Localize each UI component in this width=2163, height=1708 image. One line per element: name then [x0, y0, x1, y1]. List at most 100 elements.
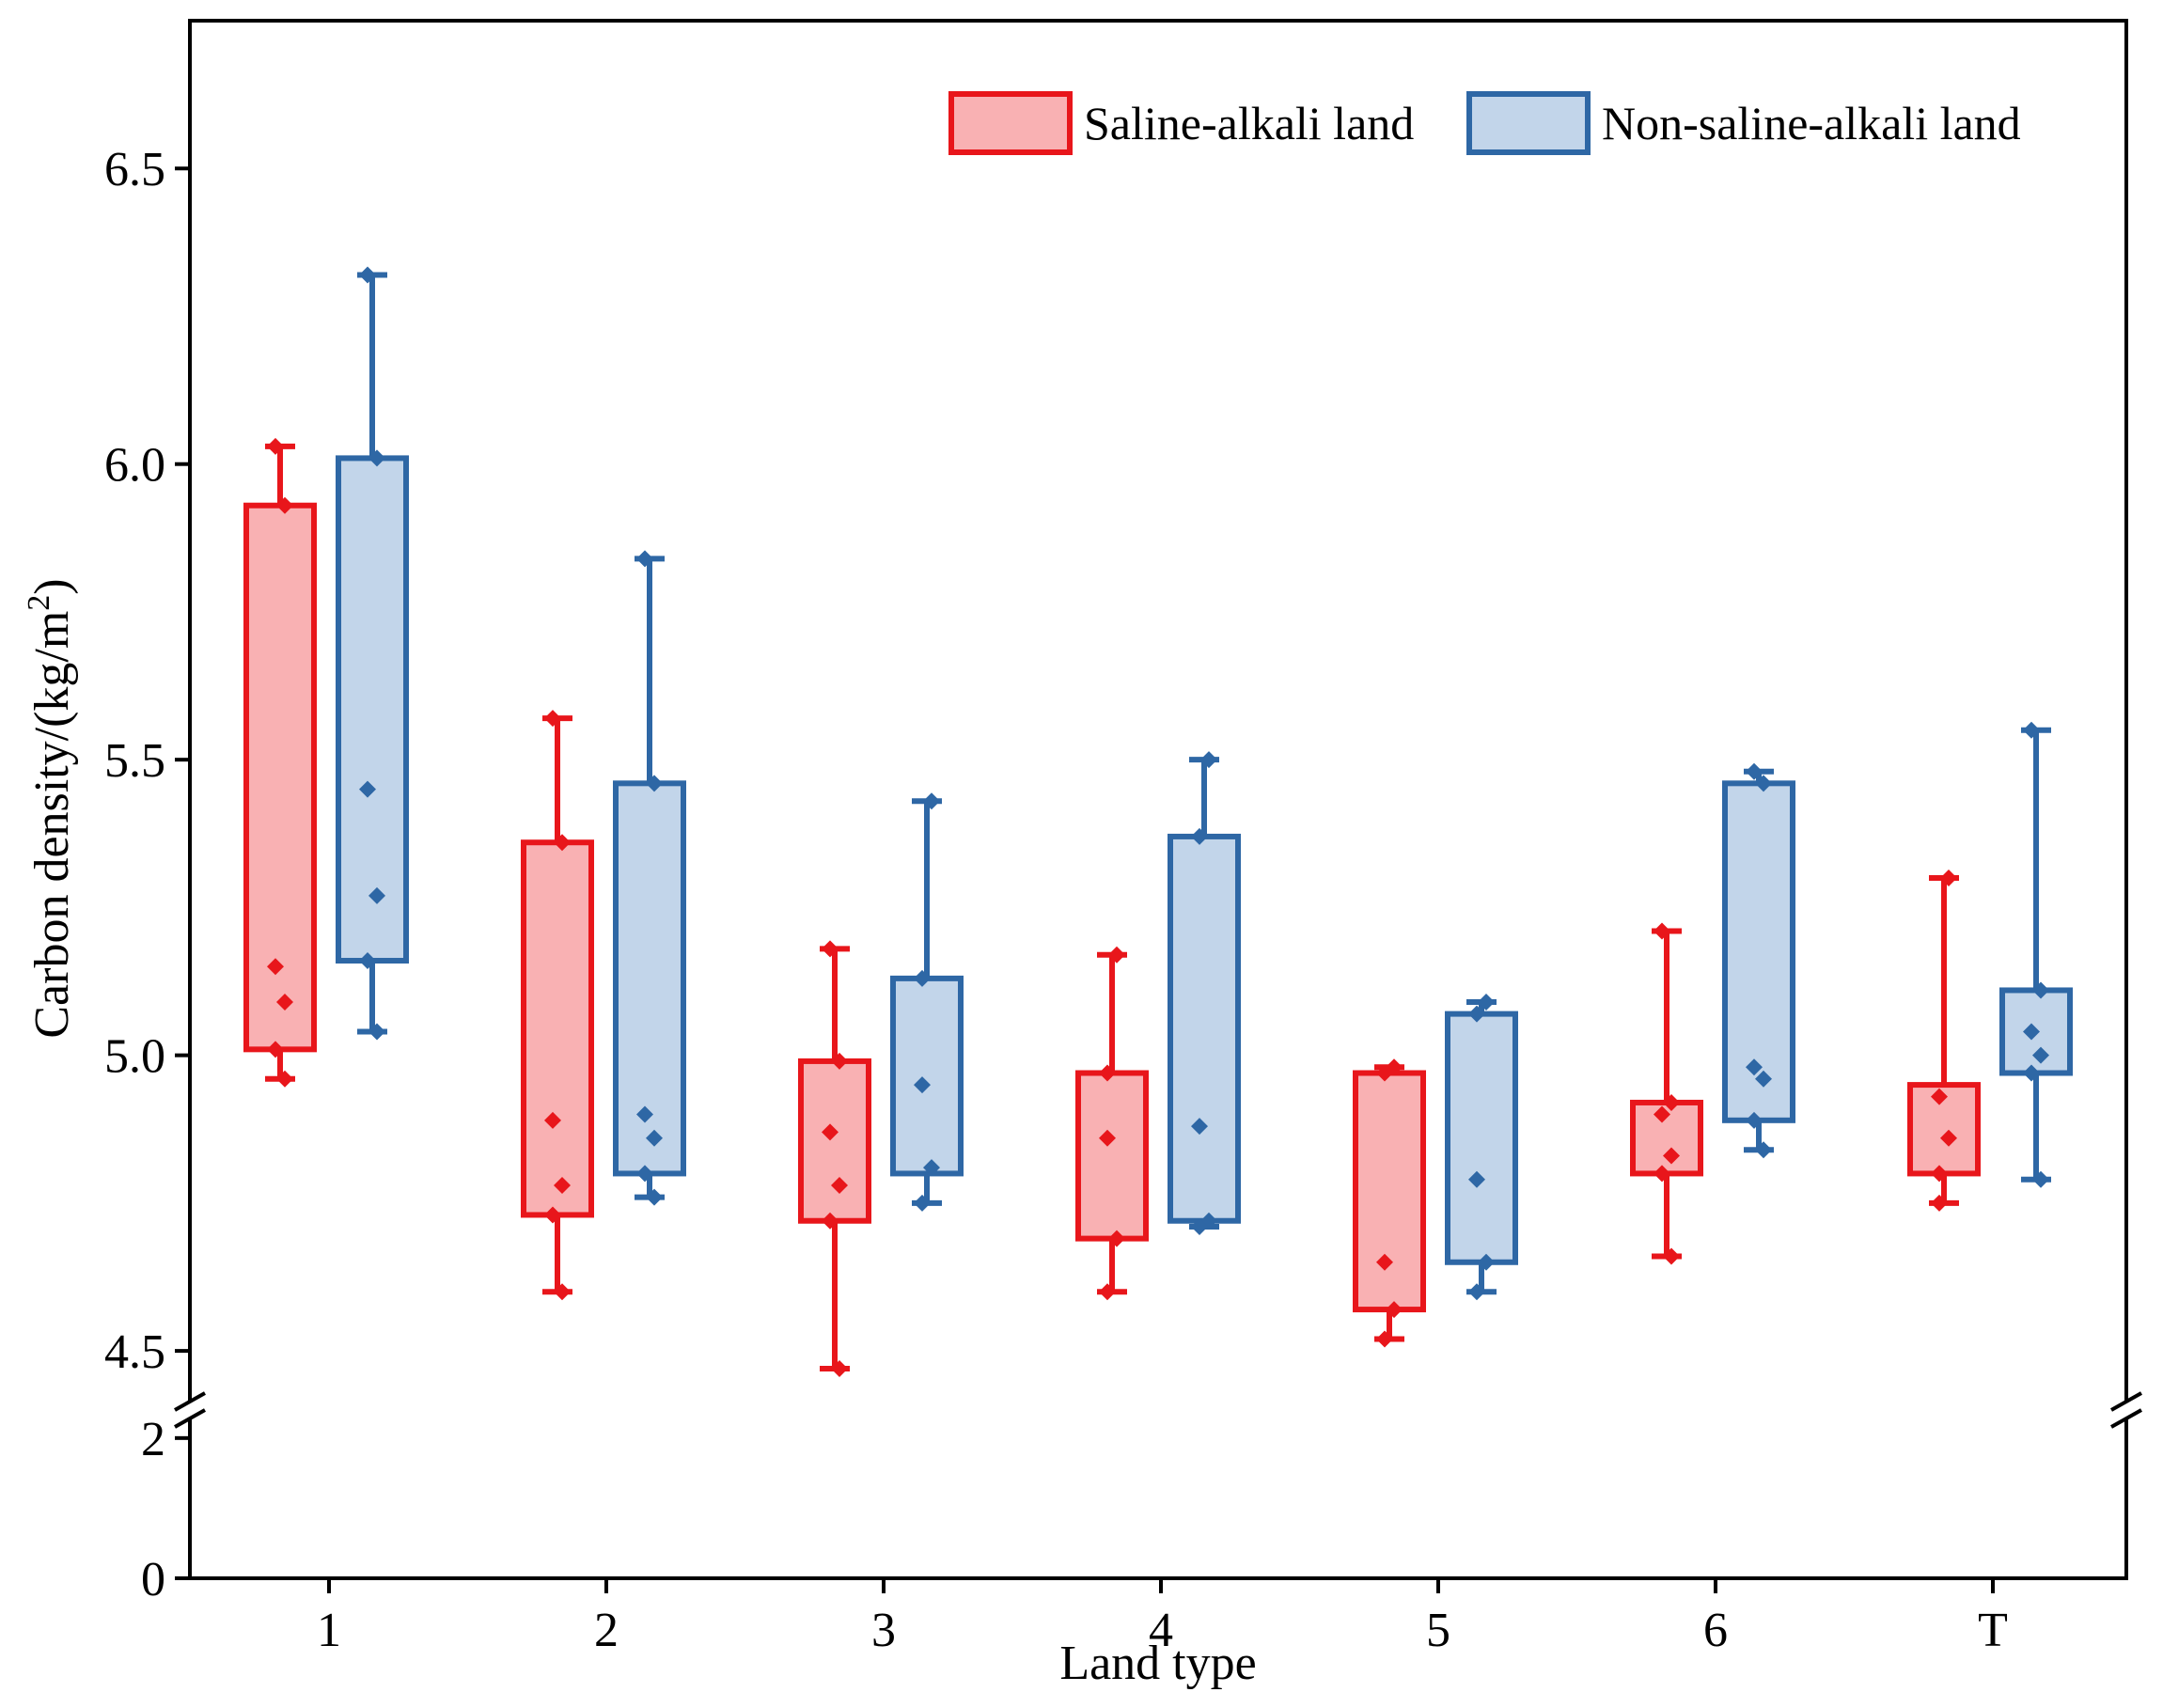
data-point	[1468, 1005, 1485, 1023]
axis-break-mark-left-1	[174, 1391, 206, 1412]
data-point	[636, 550, 653, 568]
data-point	[1468, 1283, 1485, 1301]
legend-swatch-saline-border	[948, 91, 1073, 155]
data-point	[1654, 1105, 1670, 1123]
data-point	[1755, 775, 1772, 792]
x-tick-label: 1	[317, 1604, 341, 1657]
data-point	[1191, 1218, 1208, 1236]
data-point	[923, 1159, 940, 1177]
data-point	[1468, 1170, 1485, 1188]
data-point	[914, 1076, 931, 1094]
x-tick-label: 5	[1426, 1604, 1450, 1657]
data-point	[822, 1123, 839, 1141]
data-point	[831, 1177, 848, 1195]
data-point	[1931, 1194, 1948, 1212]
data-point	[1663, 1093, 1680, 1111]
data-point	[554, 1283, 571, 1301]
x-tick-label: 2	[594, 1604, 619, 1657]
legend-swatch-non-saline	[1469, 94, 1588, 152]
data-point	[1478, 994, 1495, 1011]
data-point	[1108, 946, 1125, 964]
x-tick-label: 6	[1703, 1604, 1728, 1657]
legend-swatch-saline	[951, 94, 1070, 152]
data-point	[636, 1105, 653, 1123]
box-iqr	[1445, 1011, 1518, 1265]
data-point	[1386, 1301, 1403, 1319]
x-tick-label: T	[1978, 1604, 2008, 1657]
data-point	[1940, 869, 1957, 886]
y-axis-title: Carbon density/(kg/m2)	[22, 578, 79, 1038]
box-iqr	[1075, 1070, 1149, 1242]
box-group	[890, 792, 964, 1212]
data-point	[1386, 1058, 1403, 1076]
box-group	[798, 940, 871, 1377]
y-tick-label: 0	[141, 1553, 165, 1606]
data-point	[267, 1041, 284, 1058]
data-point	[822, 940, 839, 958]
legend-label-saline: Saline-alkali land	[1084, 97, 1414, 149]
box-group	[1630, 922, 1703, 1265]
axis-break-mark-left-2	[174, 1408, 206, 1429]
data-point	[359, 952, 376, 970]
data-point	[2023, 721, 2040, 739]
x-tick-label: 4	[1149, 1604, 1173, 1657]
y-tick-label: 5.5	[104, 734, 165, 788]
data-point	[554, 1177, 571, 1195]
data-point	[267, 437, 284, 455]
box-iqr	[336, 455, 409, 964]
data-point	[2032, 1170, 2049, 1188]
data-point	[544, 1111, 561, 1129]
y-axis-title-main: Carbon density/(kg/m	[25, 611, 79, 1039]
y-axis-title-suffix: )	[25, 578, 79, 594]
box-group	[1075, 946, 1149, 1301]
data-point	[831, 1359, 848, 1377]
box-group	[243, 437, 317, 1088]
data-point	[276, 1070, 293, 1088]
box-iqr	[521, 839, 594, 1218]
data-point	[554, 834, 571, 852]
data-point	[1191, 827, 1208, 845]
data-point	[368, 1023, 385, 1041]
data-point	[1663, 1147, 1680, 1165]
data-point	[914, 1194, 931, 1212]
legend-swatch-non-saline-border	[1466, 91, 1591, 155]
data-point	[1654, 1165, 1670, 1183]
data-point	[1940, 1129, 1957, 1147]
data-point	[831, 1052, 848, 1070]
data-point	[1099, 1129, 1116, 1147]
box-group	[1999, 721, 2073, 1188]
legend-label-non-saline: Non-saline-alkali land	[1602, 97, 2021, 149]
data-point	[1376, 1253, 1393, 1271]
data-point	[646, 1129, 663, 1147]
box-group	[613, 550, 686, 1206]
plot-frame	[188, 19, 2128, 1580]
data-point	[646, 1188, 663, 1206]
y-tick-label: 5.0	[104, 1030, 165, 1084]
data-point	[2023, 1023, 2040, 1041]
data-point	[1931, 1165, 1948, 1183]
data-point	[544, 1206, 561, 1224]
box-group	[1722, 762, 1795, 1159]
data-point	[914, 969, 931, 987]
data-point	[1746, 1111, 1763, 1129]
y-tick-label: 6.5	[104, 143, 165, 196]
data-point	[1931, 1088, 1948, 1105]
data-point	[1099, 1283, 1116, 1301]
data-point	[1755, 1070, 1772, 1088]
legend: Saline-alkali land Non-saline-alkali lan…	[948, 91, 2021, 155]
x-axis-title: Land type	[1059, 1637, 1256, 1690]
box-group	[1445, 994, 1518, 1301]
box-group	[1168, 751, 1241, 1236]
box-iqr	[890, 975, 964, 1177]
data-point	[923, 792, 940, 810]
axis-ticks: 4.5 5.0 5.5 6.0 6.5 0 2 1 2 3 4 5 6 T	[104, 143, 2008, 1657]
data-point	[368, 449, 385, 467]
box-group	[1907, 869, 1981, 1212]
data-point	[1746, 1058, 1763, 1076]
data-point	[276, 994, 293, 1011]
box-iqr	[798, 1058, 871, 1224]
data-point	[2023, 1064, 2040, 1082]
box-series	[243, 266, 2073, 1377]
